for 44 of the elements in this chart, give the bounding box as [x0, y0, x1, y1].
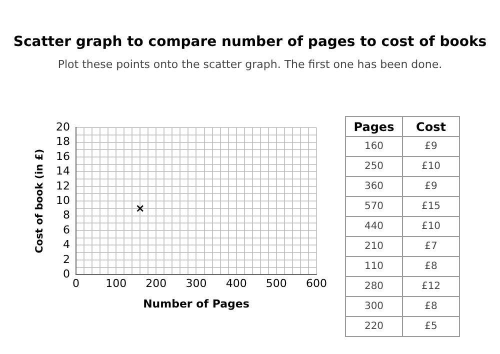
x-tick-label: 200 [146, 277, 167, 290]
text: £9 [402, 136, 460, 156]
x-tick-label: 300 [186, 277, 207, 290]
x-tick-label: 600 [306, 277, 327, 290]
y-tick-label: 20 [56, 120, 70, 134]
x-tick-label: 400 [226, 277, 247, 290]
x-tick-label: 100 [106, 277, 127, 290]
chart-subtitle: Plot these points onto the scatter graph. The first one has been done. [56, 58, 444, 71]
text: £5 [402, 316, 460, 336]
text: £10 [402, 156, 460, 176]
text: 300 [346, 296, 402, 316]
text: Pages [346, 116, 402, 136]
text: £15 [402, 196, 460, 216]
text: £10 [402, 216, 460, 236]
y-tick-label: 10 [56, 194, 70, 207]
text: £12 [402, 276, 460, 296]
text: Cost [402, 116, 460, 136]
y-tick-label: 0 [62, 267, 70, 280]
text: 220 [346, 316, 402, 336]
x-axis-title: Number of Pages [143, 297, 250, 310]
text: 160 [346, 136, 402, 156]
y-tick-label: 12 [56, 179, 70, 192]
text: 440 [346, 216, 402, 236]
text: £8 [402, 256, 460, 276]
y-tick-label: 6 [62, 223, 70, 236]
text: £7 [402, 236, 460, 256]
y-tick-label: 18 [56, 135, 70, 148]
text: 280 [346, 276, 402, 296]
text: 570 [346, 196, 402, 216]
y-tick-label: 14 [56, 164, 70, 178]
text: £9 [402, 176, 460, 196]
text: £8 [402, 296, 460, 316]
x-tick-label: 500 [266, 277, 287, 290]
y-tick-label: 4 [62, 238, 70, 252]
y-axis-title: Cost of book (in £) [34, 148, 46, 254]
x-tick-label: 0 [72, 277, 80, 290]
text: 110 [346, 256, 402, 276]
text: 210 [346, 236, 402, 256]
y-tick-label: 16 [56, 150, 70, 163]
text: 360 [346, 176, 402, 196]
y-tick-label: 8 [62, 208, 70, 222]
text: 250 [346, 156, 402, 176]
chart-title: Scatter graph to compare number of pages to cost of books [12, 34, 488, 50]
y-tick-label: 2 [62, 252, 70, 266]
